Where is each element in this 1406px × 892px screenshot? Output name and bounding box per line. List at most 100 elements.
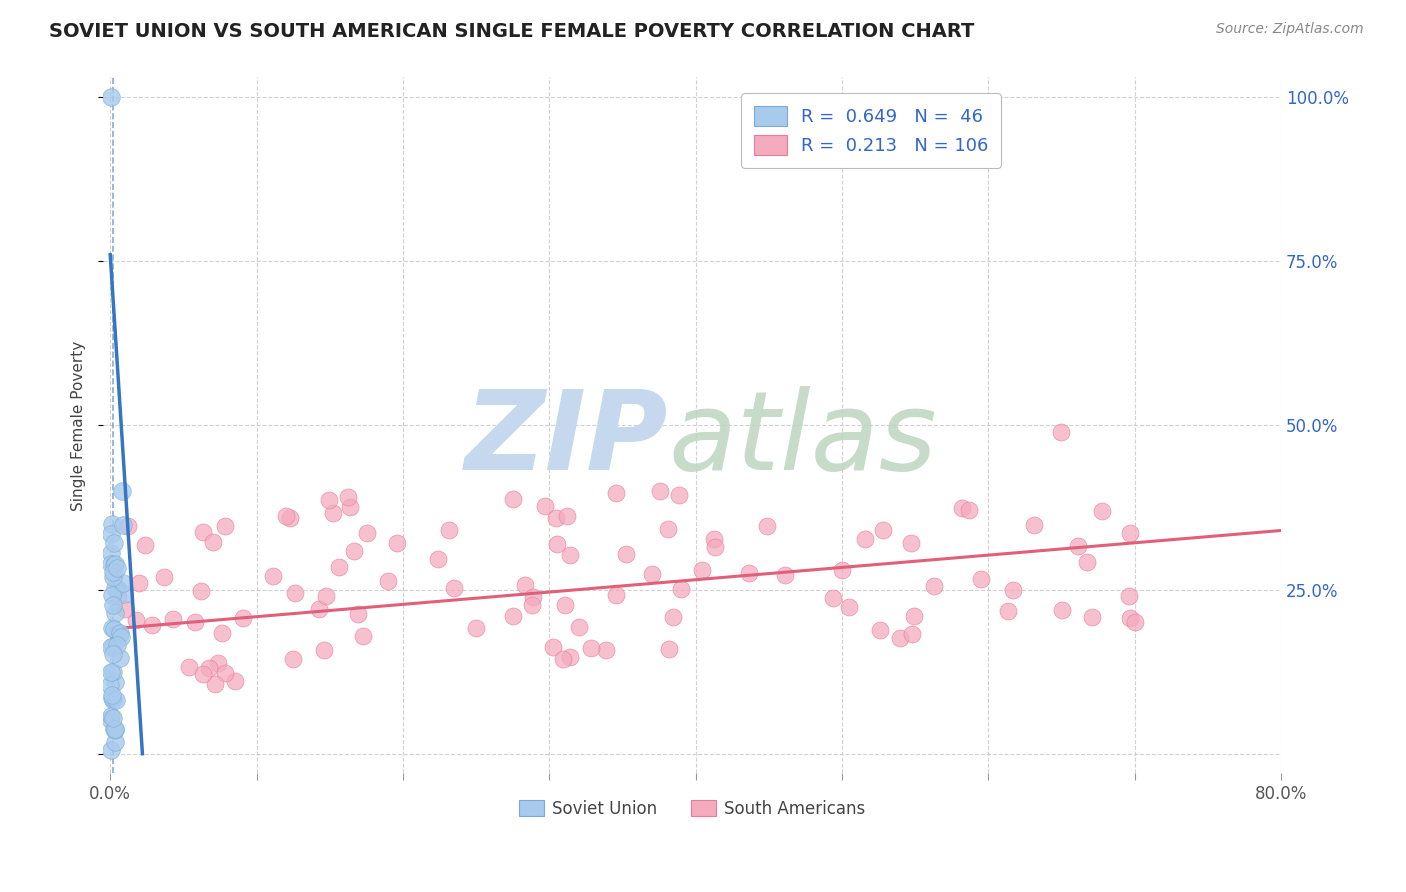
Point [427,552,450,566]
Point [312,643,335,657]
Point [103,622,125,636]
Point [191,524,214,539]
Text: atlas: atlas [668,386,936,493]
Point [385,536,408,550]
Point [198,661,221,675]
Point [657,522,679,536]
Point [101,665,124,680]
Point [838,599,860,614]
Point [853,532,876,546]
Point [560,649,582,664]
Point [211,626,233,640]
Point [315,589,337,603]
Point [443,581,465,595]
Point [179,660,201,674]
Point [108,625,131,640]
Point [107,628,129,642]
Point [274,508,297,523]
Point [104,693,127,707]
Point [103,535,125,549]
Point [1022,517,1045,532]
Point [103,558,125,572]
Point [214,518,236,533]
Point [831,563,853,577]
Point [111,484,134,499]
Point [553,651,575,665]
Point [336,491,359,505]
Point [262,569,284,583]
Point [101,565,124,579]
Point [104,557,127,571]
Point [661,609,683,624]
Point [232,611,254,625]
Point [546,537,568,551]
Point [104,723,127,737]
Point [614,547,637,561]
Point [112,587,135,601]
Point [1119,526,1142,541]
Point [104,723,127,737]
Point [101,570,124,584]
Point [128,576,150,591]
Point [356,525,378,540]
Point [100,526,122,541]
Point [283,586,305,600]
Point [555,509,578,524]
Point [522,599,544,613]
Point [152,569,174,583]
Point [112,575,135,590]
Point [100,665,122,680]
Point [183,615,205,629]
Point [347,607,370,621]
Point [352,629,374,643]
Point [1002,583,1025,598]
Point [318,492,340,507]
Point [104,674,127,689]
Point [738,566,761,580]
Point [668,488,690,502]
Point [214,666,236,681]
Point [193,667,215,681]
Point [704,540,727,554]
Point [343,543,366,558]
Point [117,519,139,533]
Point [534,499,557,513]
Text: ZIP: ZIP [465,386,668,493]
Point [605,588,627,602]
Point [101,639,124,653]
Point [224,674,246,689]
Point [204,677,226,691]
Y-axis label: Single Female Poverty: Single Female Poverty [72,341,86,510]
Point [100,709,122,723]
Point [957,502,980,516]
Point [1067,539,1090,553]
Text: SOVIET UNION VS SOUTH AMERICAN SINGLE FEMALE POVERTY CORRELATION CHART: SOVIET UNION VS SOUTH AMERICAN SINGLE FE… [49,22,974,41]
Point [162,612,184,626]
Point [690,563,713,577]
Point [207,656,229,670]
Point [669,582,692,596]
Point [823,591,845,606]
Text: Source: ZipAtlas.com: Source: ZipAtlas.com [1216,22,1364,37]
Point [901,627,924,641]
Point [1081,610,1104,624]
Point [328,560,350,574]
Point [872,523,894,537]
Point [969,572,991,586]
Point [100,678,122,692]
Point [125,613,148,627]
Point [377,574,399,588]
Point [100,557,122,571]
Point [100,688,122,702]
Point [650,484,672,499]
Point [513,578,536,592]
Point [1076,555,1098,569]
Point [103,711,125,725]
Point [554,598,576,612]
Point [278,511,301,525]
Point [100,690,122,705]
Point [541,640,564,654]
Point [579,640,602,655]
Point [98,712,121,726]
Point [103,647,125,661]
